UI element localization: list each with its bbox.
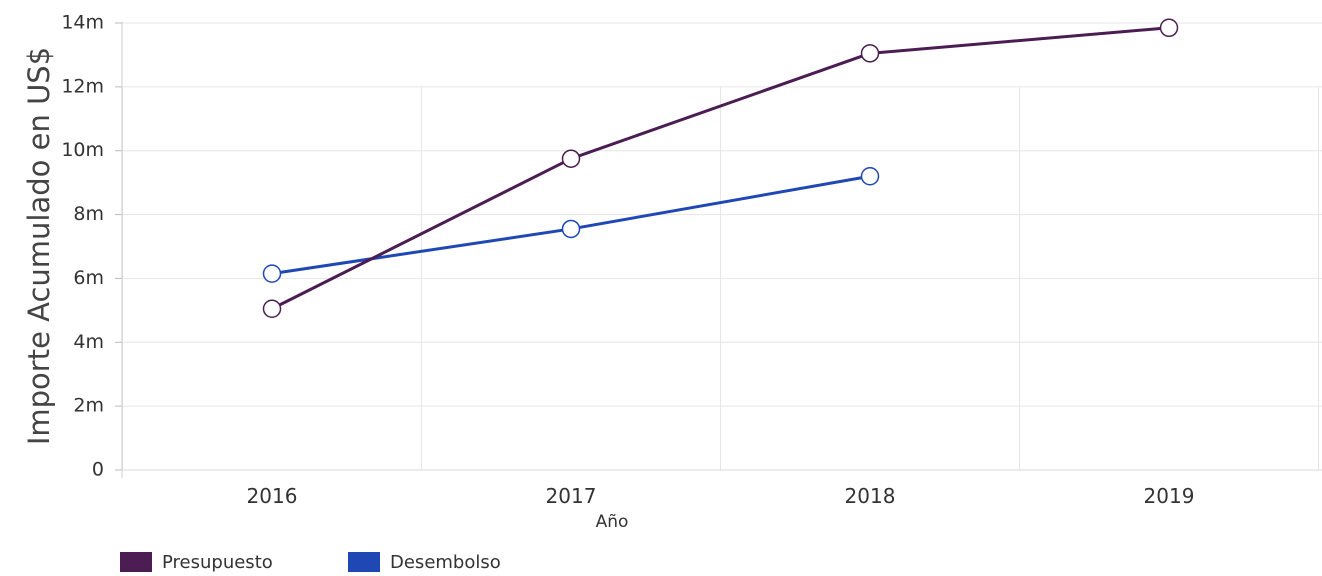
data-point-presupuesto[interactable] (262, 299, 282, 319)
legend-label-desembolso: Desembolso (390, 552, 501, 573)
y-tick-label: 14m (61, 12, 104, 34)
y-tick-label: 0 (92, 459, 104, 481)
data-point-desembolso[interactable] (860, 167, 880, 186)
y-tick-label: 2m (73, 395, 104, 417)
x-tick-label: 2018 (845, 484, 896, 508)
x-tick-label: 2019 (1144, 484, 1195, 508)
series-line-presupuesto (270, 26, 1171, 311)
legend-swatch-presupuesto (120, 552, 152, 572)
y-tick-label: 4m (73, 331, 104, 353)
grid-lines (115, 22, 1322, 471)
data-point-desembolso[interactable] (561, 219, 581, 239)
data-point-presupuesto[interactable] (1159, 18, 1179, 38)
y-tick-labels: 0 2m 4m 6m 8m 10m 12m 14m (61, 12, 104, 481)
x-tick-labels: 2016 2017 2018 2019 (247, 484, 1195, 508)
data-point-presupuesto[interactable] (561, 149, 581, 168)
x-tick-label: 2017 (546, 484, 597, 508)
y-axis-title: Importe Acumulado en US$ (22, 47, 56, 445)
data-point-desembolso[interactable] (262, 264, 282, 283)
x-axis-title: Año (596, 512, 629, 532)
y-tick-label: 8m (73, 203, 104, 225)
series-markers (262, 18, 1179, 319)
legend-label-presupuesto: Presupuesto (162, 552, 273, 573)
y-tick-label: 10m (61, 139, 104, 161)
legend-swatch-desembolso (348, 552, 380, 572)
y-tick-label: 6m (73, 267, 104, 289)
y-tick-label: 12m (61, 75, 104, 97)
data-point-presupuesto[interactable] (860, 44, 880, 63)
x-tick-label: 2016 (247, 484, 298, 508)
axes (121, 22, 1322, 478)
legend: Presupuesto Desembolso (120, 552, 501, 573)
